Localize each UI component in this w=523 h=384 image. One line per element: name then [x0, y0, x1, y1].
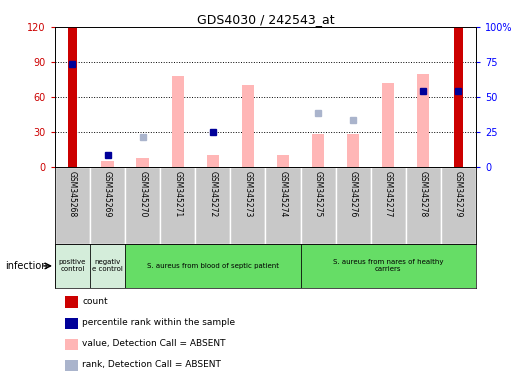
Text: value, Detection Call = ABSENT: value, Detection Call = ABSENT: [82, 339, 225, 348]
Bar: [101, 161, 113, 167]
Bar: [336, 167, 371, 244]
Bar: [265, 167, 301, 244]
Bar: [207, 156, 219, 167]
Text: rank, Detection Call = ABSENT: rank, Detection Call = ABSENT: [82, 360, 221, 369]
Text: GSM345274: GSM345274: [278, 171, 288, 217]
Bar: [347, 134, 359, 167]
Text: GSM345270: GSM345270: [138, 171, 147, 217]
Bar: [90, 167, 125, 244]
Bar: [242, 85, 254, 167]
Text: positive
control: positive control: [59, 260, 86, 272]
Text: S. aureus from blood of septic patient: S. aureus from blood of septic patient: [147, 263, 279, 269]
Text: GSM345277: GSM345277: [384, 171, 393, 217]
Text: GSM345273: GSM345273: [243, 171, 253, 217]
Text: GSM345275: GSM345275: [314, 171, 323, 217]
Bar: [125, 167, 160, 244]
Text: negativ
e control: negativ e control: [92, 260, 123, 272]
Text: GSM345268: GSM345268: [68, 171, 77, 217]
Bar: [55, 244, 90, 288]
Bar: [137, 158, 149, 167]
Bar: [230, 167, 265, 244]
Bar: [277, 156, 289, 167]
Bar: [301, 244, 476, 288]
Bar: [382, 83, 394, 167]
Text: percentile rank within the sample: percentile rank within the sample: [82, 318, 235, 327]
Bar: [160, 167, 195, 244]
Bar: [172, 76, 184, 167]
Bar: [67, 27, 77, 167]
Text: GSM345278: GSM345278: [419, 171, 428, 217]
Bar: [406, 167, 441, 244]
Bar: [90, 244, 125, 288]
Text: count: count: [82, 297, 108, 306]
Text: S. aureus from nares of healthy
carriers: S. aureus from nares of healthy carriers: [333, 260, 444, 272]
Text: GSM345276: GSM345276: [349, 171, 358, 217]
Text: GSM345279: GSM345279: [454, 171, 463, 217]
Bar: [195, 167, 230, 244]
Text: infection: infection: [5, 261, 48, 271]
Text: GSM345269: GSM345269: [103, 171, 112, 217]
Bar: [417, 74, 429, 167]
Text: GSM345271: GSM345271: [173, 171, 182, 217]
Title: GDS4030 / 242543_at: GDS4030 / 242543_at: [197, 13, 334, 26]
Bar: [371, 167, 406, 244]
Bar: [55, 167, 90, 244]
Bar: [441, 167, 476, 244]
Bar: [301, 167, 336, 244]
Bar: [125, 244, 301, 288]
Bar: [453, 27, 463, 167]
Bar: [312, 134, 324, 167]
Text: GSM345272: GSM345272: [208, 171, 217, 217]
